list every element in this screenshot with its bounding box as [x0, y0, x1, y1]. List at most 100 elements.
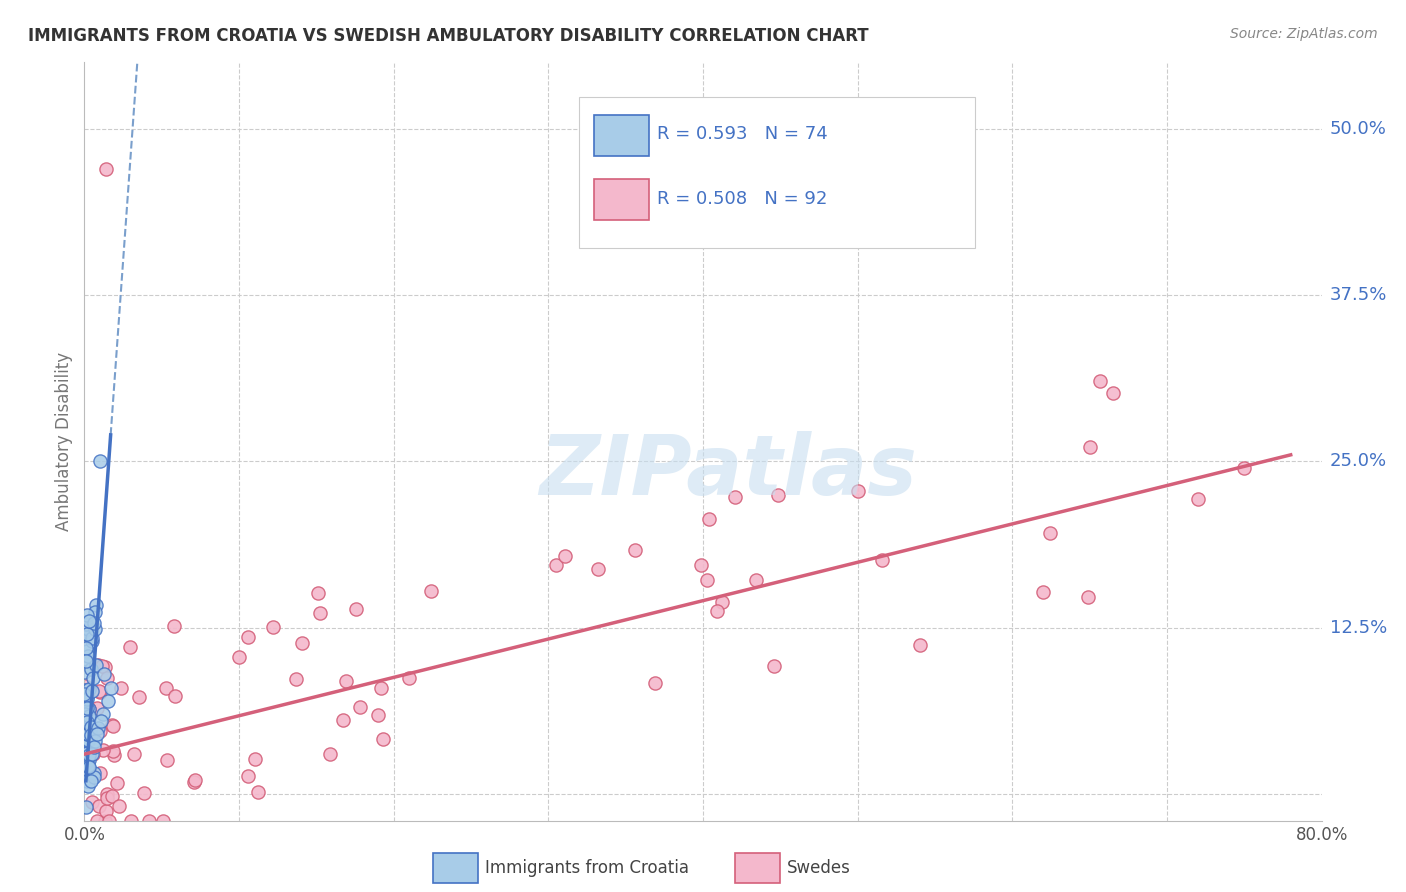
- Point: [96, 672, 118, 686]
- Point: [82, 747, 104, 761]
- Point: [91, 707, 114, 722]
- Point: [79, 773, 101, 788]
- Point: [398, 672, 420, 686]
- Point: [76, 767, 98, 781]
- Point: [1039, 525, 1062, 540]
- Point: [77, 760, 100, 774]
- Point: [1233, 461, 1256, 475]
- Point: [1187, 491, 1209, 506]
- Point: [86, 814, 108, 828]
- Point: [89, 685, 111, 699]
- Point: [93, 660, 115, 674]
- Point: [77, 771, 100, 785]
- Point: [83, 616, 105, 631]
- Point: [89, 454, 111, 468]
- Point: [90, 659, 112, 673]
- FancyBboxPatch shape: [579, 96, 976, 248]
- Point: [120, 640, 142, 654]
- Point: [77, 747, 100, 762]
- Point: [76, 746, 98, 760]
- Point: [77, 734, 100, 748]
- Point: [77, 779, 100, 793]
- Point: [76, 758, 98, 772]
- Text: 37.5%: 37.5%: [1330, 286, 1388, 304]
- Point: [586, 562, 609, 576]
- Point: [77, 708, 100, 723]
- Point: [76, 726, 98, 740]
- Point: [420, 583, 443, 598]
- Point: [75, 654, 97, 668]
- Point: [75, 735, 97, 749]
- Point: [307, 586, 329, 600]
- Y-axis label: Ambulatory Disability: Ambulatory Disability: [55, 352, 73, 531]
- Text: ZIPatlas: ZIPatlas: [538, 432, 917, 512]
- Point: [76, 714, 98, 729]
- Point: [228, 650, 250, 665]
- Point: [82, 795, 104, 809]
- Point: [76, 617, 98, 632]
- Point: [1032, 585, 1054, 599]
- Point: [101, 789, 124, 803]
- Point: [75, 767, 97, 781]
- Point: [724, 490, 747, 504]
- Point: [87, 684, 110, 698]
- Point: [846, 483, 869, 498]
- Point: [87, 721, 110, 735]
- Point: [246, 785, 269, 799]
- Point: [73, 688, 96, 702]
- Point: [84, 598, 107, 612]
- Point: [80, 633, 103, 648]
- Point: [184, 773, 207, 788]
- Point: [83, 740, 105, 755]
- Point: [370, 681, 392, 695]
- Text: Immigrants from Croatia: Immigrants from Croatia: [485, 859, 689, 877]
- Point: [1080, 440, 1102, 454]
- Point: [75, 706, 97, 721]
- Point: [94, 804, 117, 818]
- Point: [76, 627, 98, 641]
- Point: [103, 748, 125, 763]
- Point: [332, 713, 354, 727]
- Point: [80, 728, 103, 742]
- Point: [73, 665, 96, 680]
- Point: [344, 601, 367, 615]
- Point: [243, 752, 266, 766]
- Point: [76, 724, 98, 739]
- Point: [75, 626, 97, 640]
- Point: [77, 749, 100, 764]
- Point: [128, 690, 150, 705]
- Point: [122, 747, 145, 762]
- Point: [96, 791, 118, 805]
- Point: [156, 753, 179, 767]
- Point: [318, 747, 340, 762]
- Point: [262, 620, 284, 634]
- Point: [285, 672, 308, 686]
- Text: Swedes: Swedes: [787, 859, 851, 877]
- Point: [690, 558, 713, 572]
- Point: [110, 681, 132, 695]
- Point: [335, 674, 357, 689]
- Point: [93, 742, 115, 756]
- Point: [105, 776, 128, 790]
- Point: [644, 676, 666, 690]
- Point: [236, 768, 259, 782]
- Point: [75, 697, 97, 711]
- Text: 25.0%: 25.0%: [1330, 452, 1388, 470]
- Point: [101, 744, 124, 758]
- Point: [76, 692, 98, 706]
- Point: [101, 718, 124, 732]
- Point: [83, 605, 105, 619]
- Text: 50.0%: 50.0%: [1330, 120, 1386, 138]
- Text: R = 0.593   N = 74: R = 0.593 N = 74: [657, 126, 828, 144]
- Point: [84, 657, 107, 672]
- Point: [238, 631, 260, 645]
- Point: [96, 161, 118, 176]
- Point: [83, 770, 105, 784]
- Point: [76, 767, 98, 781]
- FancyBboxPatch shape: [595, 115, 648, 156]
- Point: [82, 747, 104, 761]
- Point: [77, 614, 100, 628]
- Point: [77, 655, 100, 669]
- Point: [291, 636, 314, 650]
- Point: [100, 681, 122, 695]
